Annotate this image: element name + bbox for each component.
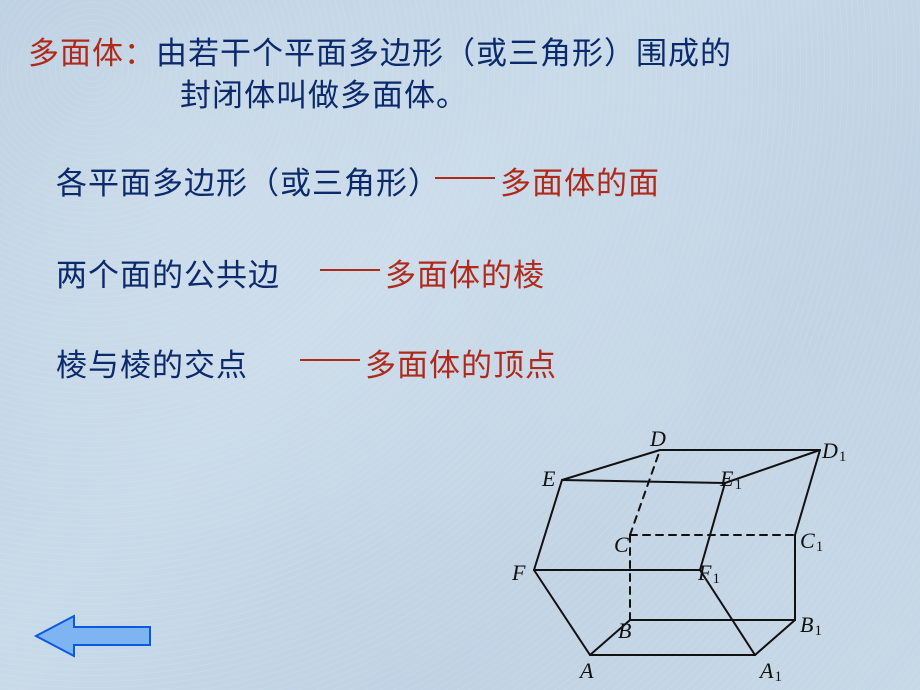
slide: 多面体：由若干个平面多边形（或三角形）围成的 封闭体叫做多面体。 各平面多边形（…: [0, 0, 920, 690]
title-term: 多面体：: [28, 36, 156, 71]
vertex-label-B: B: [618, 618, 631, 644]
title-line-1: 多面体：由若干个平面多边形（或三角形）围成的: [28, 28, 732, 73]
row-3: 棱与棱的交点: [56, 340, 248, 385]
vertex-label-F: F: [512, 560, 525, 586]
title-text-1: 由若干个平面多边形（或三角形）围成的: [156, 36, 732, 71]
vertex-label-E1: E1: [720, 466, 742, 494]
vertex-label-D1: D1: [822, 438, 846, 466]
vertex-label-E: E: [542, 466, 555, 492]
row-3-dash: ——: [300, 340, 358, 376]
back-arrow[interactable]: [26, 612, 156, 660]
row-2-dash: ——: [320, 250, 378, 286]
vertex-label-B1: B1: [800, 612, 822, 640]
vertex-label-A: A: [580, 658, 593, 684]
row-2-left: 两个面的公共边: [56, 258, 280, 293]
row-2-right: 多面体的棱: [385, 250, 545, 295]
row-1-right: 多面体的面: [500, 158, 660, 203]
row-3-right: 多面体的顶点: [365, 340, 557, 385]
vertex-label-A1: A1: [760, 658, 782, 686]
row-1: 各平面多边形（或三角形）: [56, 158, 440, 203]
row-1-left: 各平面多边形（或三角形）: [56, 166, 440, 201]
vertex-label-D: D: [650, 426, 666, 452]
title-line-2: 封闭体叫做多面体。: [180, 70, 468, 115]
row-2: 两个面的公共边: [56, 250, 280, 295]
vertex-label-C1: C1: [800, 528, 823, 556]
row-3-left: 棱与棱的交点: [56, 348, 248, 383]
vertex-label-F1: F1: [698, 560, 720, 588]
vertex-label-C: C: [614, 532, 629, 558]
row-1-dash: ——: [435, 158, 493, 194]
arrow-left-icon: [26, 612, 156, 660]
polyhedron-diagram: ABCDEFA1B1C1D1E1F1: [500, 420, 860, 680]
